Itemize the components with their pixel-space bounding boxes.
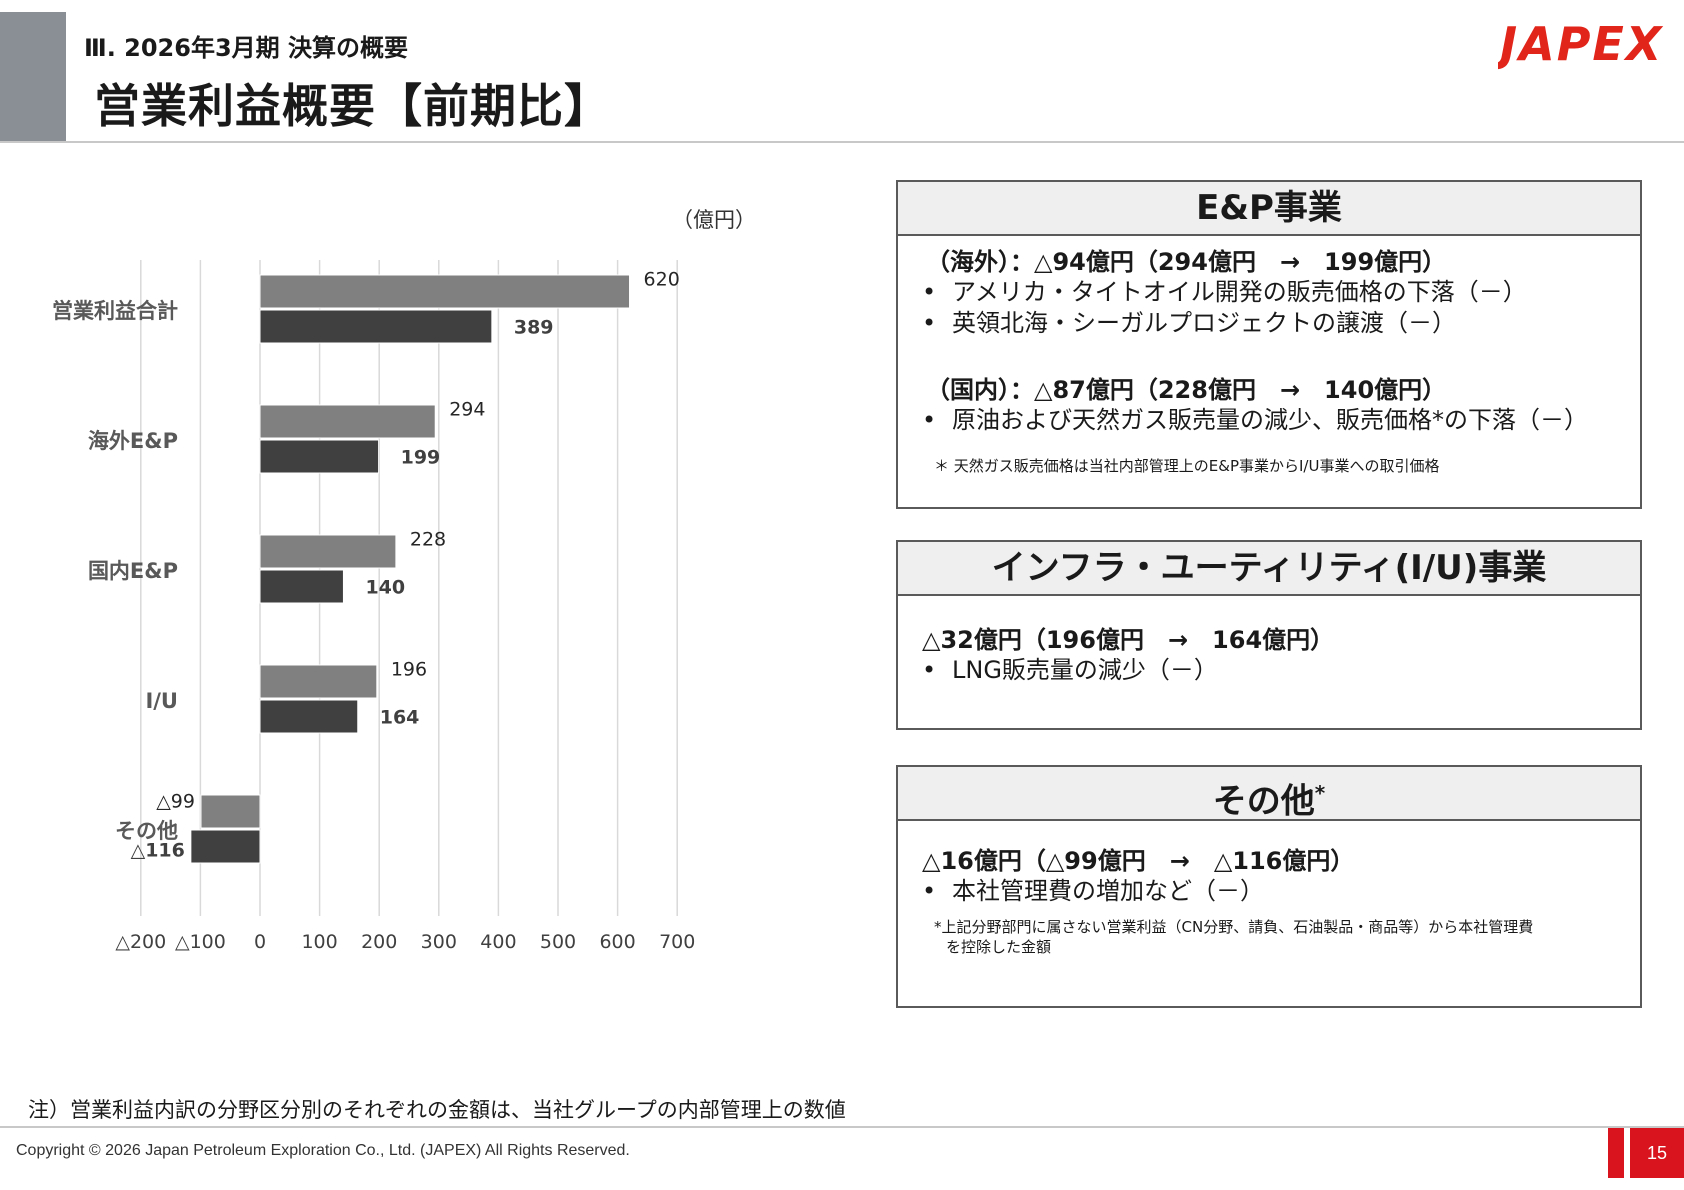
iu-business-box: インフラ・ユーティリティ(I/U)事業 △32億円（196億円 → 164億円）… <box>896 540 1642 730</box>
x-tick-label: △200 <box>115 931 166 953</box>
bar-value-label: 164 <box>380 707 420 729</box>
iu-bullet: • LNG販売量の減少（－） <box>922 656 1218 684</box>
bar-fy2026 <box>259 439 380 474</box>
iu-box-title: インフラ・ユーティリティ(I/U)事業 <box>898 542 1640 596</box>
section-label: Ⅲ. 2026年3月期 決算の概要 <box>84 34 409 62</box>
bar-fy2026 <box>190 829 261 864</box>
ep-domestic-summary: （国内）：△87億円（228億円 → 140億円） <box>926 376 1447 404</box>
bar-value-label: 196 <box>391 659 427 681</box>
bar-fy2026 <box>259 699 359 734</box>
logo-text: JAPEX <box>1498 17 1664 70</box>
ep-box-title: E&P事業 <box>898 182 1640 236</box>
bar-fy2025 <box>259 404 436 439</box>
copyright-text: Copyright © 2026 Japan Petroleum Explora… <box>16 1142 630 1159</box>
iu-summary: △32億円（196億円 → 164億円） <box>922 626 1335 654</box>
other-bullet: • 本社管理費の増加など（－） <box>922 877 1264 905</box>
other-note-line1: *上記分野部門に属さない営業利益（CN分野、請負、石油製品・商品等）から本社管理… <box>934 918 1534 936</box>
footnote: 注）営業利益内訳の分野区分別のそれぞれの金額は、当社グループの内部管理上の数値 <box>28 1098 846 1122</box>
ep-overseas-bullet: • アメリカ・タイトオイル開発の販売価格の下落（－） <box>922 278 1527 306</box>
japex-logo: JAPEX <box>1498 17 1664 70</box>
x-tick-label: 600 <box>599 931 635 953</box>
bar-value-label: △116 <box>131 840 185 862</box>
x-tick-label: △100 <box>175 931 226 953</box>
page-number: 15 <box>1630 1128 1684 1178</box>
x-tick-label: 200 <box>361 931 397 953</box>
ep-price-note: ＊ 天然ガス販売価格は当社内部管理上のE&P事業からI/U事業への取引価格 <box>934 457 1440 475</box>
bar-fy2026 <box>259 569 344 604</box>
bar-fy2025 <box>259 534 397 569</box>
x-tick-label: 0 <box>254 931 266 953</box>
category-label: 海外E&P <box>88 429 178 453</box>
chart-bars <box>190 274 631 864</box>
x-tick-label: 100 <box>301 931 337 953</box>
bar-value-label: 294 <box>449 399 485 421</box>
ep-overseas-bullet: • 英領北海・シーガルプロジェクトの譲渡（－） <box>922 309 1456 337</box>
x-tick-label: 400 <box>480 931 516 953</box>
bar-value-label: 389 <box>514 317 554 339</box>
bar-value-label: 228 <box>410 529 446 551</box>
category-label: I/U <box>145 689 178 713</box>
bar-value-label: 620 <box>644 269 680 291</box>
x-tick-label: 300 <box>421 931 457 953</box>
ep-business-box: E&P事業 （海外）：△94億円（294億円 → 199億円） • アメリカ・タイ… <box>896 180 1642 509</box>
bar-fy2025 <box>259 664 378 699</box>
other-business-box: その他* △16億円（△99億円 → △116億円） • 本社管理費の増加など（－… <box>896 765 1642 1008</box>
other-box-title: その他* <box>898 767 1640 821</box>
operating-income-bar-chart: △200 △100 0 100 200 300 400 500 600 700 営業利益合計 620 3… <box>52 260 695 954</box>
bar-fy2025 <box>259 274 631 309</box>
page-badge-accent <box>1608 1128 1624 1178</box>
category-label: 国内E&P <box>88 559 178 583</box>
chart-gridlines <box>140 260 678 916</box>
ep-domestic-bullet: • 原油および天然ガス販売量の減少、販売価格*の下落（－） <box>922 406 1588 434</box>
other-summary: △16億円（△99億円 → △116億円） <box>922 847 1355 875</box>
page-title: 営業利益概要【前期比】 <box>94 79 611 133</box>
header-accent-bar <box>0 12 66 142</box>
x-tick-label: 700 <box>659 931 695 953</box>
bar-value-label: △99 <box>156 791 195 813</box>
chart-labels: △200 △100 0 100 200 300 400 500 600 700 営業利益合計 620 3… <box>52 269 695 954</box>
bar-fy2025 <box>200 794 261 829</box>
category-label: 営業利益合計 <box>52 299 178 323</box>
footer-divider <box>0 1126 1684 1128</box>
bar-value-label: 199 <box>401 447 441 469</box>
chart-unit-label: （億円） <box>672 208 756 232</box>
other-note-line2: を控除した金額 <box>946 938 1052 956</box>
category-label: その他 <box>115 819 178 843</box>
bar-value-label: 140 <box>365 577 405 599</box>
bar-fy2026 <box>259 309 493 344</box>
x-tick-label: 500 <box>540 931 576 953</box>
ep-overseas-summary: （海外）：△94億円（294億円 → 199億円） <box>926 248 1447 276</box>
header-divider <box>0 141 1684 143</box>
